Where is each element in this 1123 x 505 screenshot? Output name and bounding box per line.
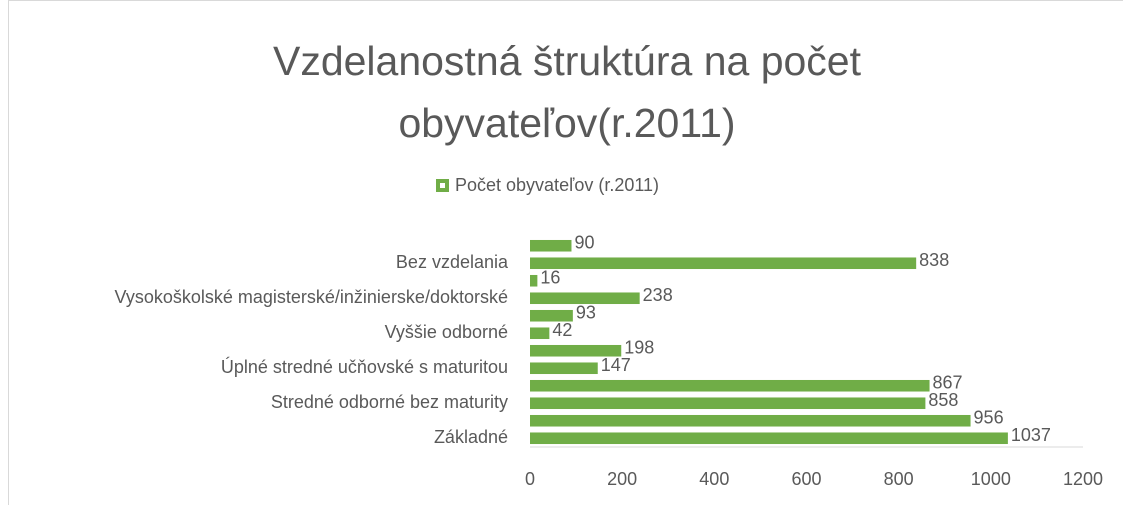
data-label: 16 (540, 268, 560, 288)
bar (530, 239, 572, 252)
data-label: 858 (928, 390, 958, 410)
y-tick-label: Vysokoškolské magisterské/inžinierske/do… (115, 287, 509, 307)
chart-border (8, 0, 1123, 505)
y-tick-label: Stredné odborné bez maturity (271, 392, 508, 412)
data-label: 147 (601, 355, 631, 375)
chart-title: Vzdelanostná štruktúra na počet obyvateľ… (272, 38, 862, 146)
bar (530, 432, 1008, 445)
data-label: 93 (576, 303, 596, 323)
x-tick-label: 0 (525, 469, 535, 489)
x-tick-label: 800 (884, 469, 914, 489)
x-tick-label: 600 (791, 469, 821, 489)
data-label: 838 (919, 250, 949, 270)
data-label: 42 (552, 320, 572, 340)
bar (530, 327, 550, 340)
legend-label: Počet obyvateľov (r.2011) (455, 175, 659, 195)
legend-swatch-inner (440, 183, 445, 188)
data-label: 90 (574, 233, 594, 253)
y-tick-label: Vyššie odborné (385, 322, 508, 342)
x-tick-label: 200 (607, 469, 637, 489)
bar (530, 274, 538, 287)
data-label: 867 (933, 373, 963, 393)
bar (530, 397, 926, 410)
data-label: 238 (643, 285, 673, 305)
data-label: 198 (624, 338, 654, 358)
y-tick-label: Bez vzdelania (396, 252, 509, 272)
bar (530, 379, 930, 392)
y-tick-label: Základné (434, 427, 508, 447)
bar (530, 309, 573, 322)
data-label: 956 (974, 408, 1004, 428)
y-tick-label: Úplné stredné učňovské s maturitou (221, 356, 508, 377)
bar (530, 362, 598, 375)
data-label: 1037 (1011, 425, 1051, 445)
x-tick-label: 400 (699, 469, 729, 489)
bar (530, 344, 622, 357)
x-tick-label: 1200 (1063, 469, 1103, 489)
x-tick-label: 1000 (971, 469, 1011, 489)
bar (530, 414, 971, 427)
bar (530, 257, 917, 270)
bar (530, 292, 640, 305)
